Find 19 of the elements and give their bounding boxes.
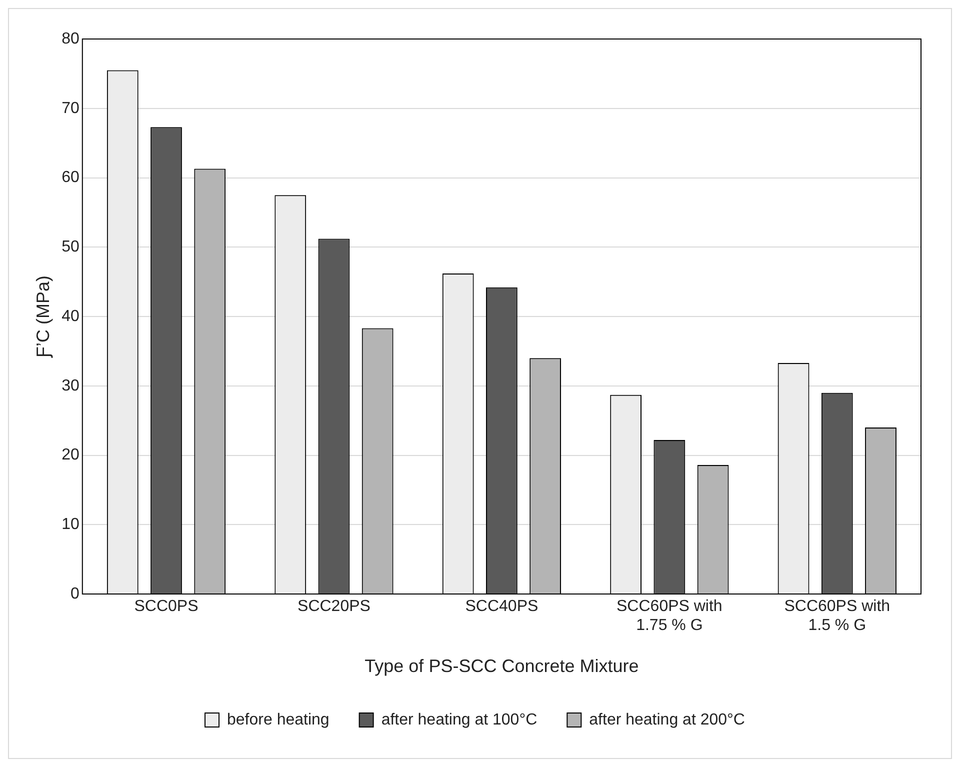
legend-label: after heating at 100°C xyxy=(381,711,538,728)
x-tick-label: SCC20PS xyxy=(298,598,370,616)
y-axis-title: Ƒ’C (MPa) xyxy=(32,276,53,358)
y-tick-label: 60 xyxy=(62,169,80,186)
y-tick-label: 70 xyxy=(62,100,80,117)
x-tick-label: SCC60PS with 1.75 % G xyxy=(616,598,722,634)
y-tick-label: 40 xyxy=(62,308,80,325)
x-tick-label: SCC40PS xyxy=(465,598,538,616)
legend-label: before heating xyxy=(227,711,330,728)
x-tick-label: SCC60PS with 1.5 % G xyxy=(784,598,890,634)
y-tick-label: 20 xyxy=(62,446,80,464)
x-tick-label: SCC0PS xyxy=(134,598,198,616)
legend-label: after heating at 200°C xyxy=(589,711,745,728)
y-tick-label: 50 xyxy=(62,238,80,256)
y-tick-label: 80 xyxy=(62,30,80,48)
y-tick-label: 30 xyxy=(62,377,80,394)
y-tick-label: 0 xyxy=(70,585,80,602)
y-tick-label: 10 xyxy=(62,516,80,534)
x-axis-title: Type of PS-SCC Concrete Mixture xyxy=(364,656,639,676)
